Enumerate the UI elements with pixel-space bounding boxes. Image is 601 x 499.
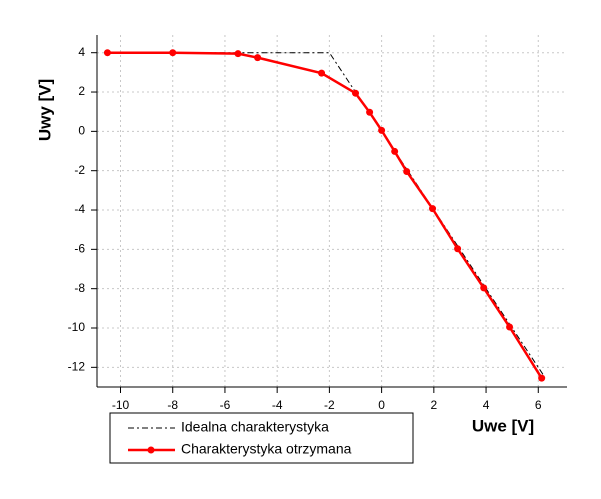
marker bbox=[366, 108, 374, 116]
legend-label: Charakterystyka otrzymana bbox=[181, 441, 352, 457]
y-tick-label: 0 bbox=[78, 124, 85, 138]
y-axis-title: Uwy [V] bbox=[35, 79, 54, 141]
x-tick-label: 0 bbox=[378, 398, 385, 412]
y-tick-label: -8 bbox=[74, 281, 85, 295]
x-tick-label: 6 bbox=[535, 398, 542, 412]
marker bbox=[480, 284, 488, 292]
x-tick-label: -8 bbox=[167, 398, 178, 412]
marker bbox=[378, 126, 386, 134]
marker bbox=[506, 323, 514, 331]
marker bbox=[103, 49, 111, 57]
marker bbox=[352, 89, 359, 97]
marker bbox=[254, 54, 262, 62]
y-tick-label: 2 bbox=[78, 84, 85, 98]
y-tick-label: -2 bbox=[74, 163, 85, 177]
x-tick-label: 2 bbox=[430, 398, 437, 412]
marker bbox=[454, 245, 462, 253]
x-tick-label: -4 bbox=[272, 398, 283, 412]
marker bbox=[403, 167, 411, 175]
x-tick-label: -2 bbox=[324, 398, 335, 412]
marker bbox=[234, 50, 242, 58]
marker bbox=[318, 69, 326, 77]
x-tick-label: -6 bbox=[220, 398, 231, 412]
legend-box bbox=[109, 412, 414, 464]
marker bbox=[391, 147, 399, 155]
y-tick-label: -10 bbox=[68, 320, 86, 334]
x-tick-label: 4 bbox=[483, 398, 490, 412]
x-axis-title: Uwe [V] bbox=[472, 416, 534, 435]
marker bbox=[169, 49, 177, 57]
y-tick-label: -12 bbox=[68, 360, 86, 374]
marker bbox=[429, 205, 437, 213]
legend-marker bbox=[147, 446, 155, 454]
y-tick-label: -4 bbox=[74, 202, 85, 216]
x-tick-label: -10 bbox=[112, 398, 130, 412]
legend-label: Idealna charakterystyka bbox=[181, 419, 329, 435]
y-tick-label: -6 bbox=[74, 242, 85, 256]
y-tick-label: 4 bbox=[78, 45, 85, 59]
marker bbox=[538, 374, 546, 382]
